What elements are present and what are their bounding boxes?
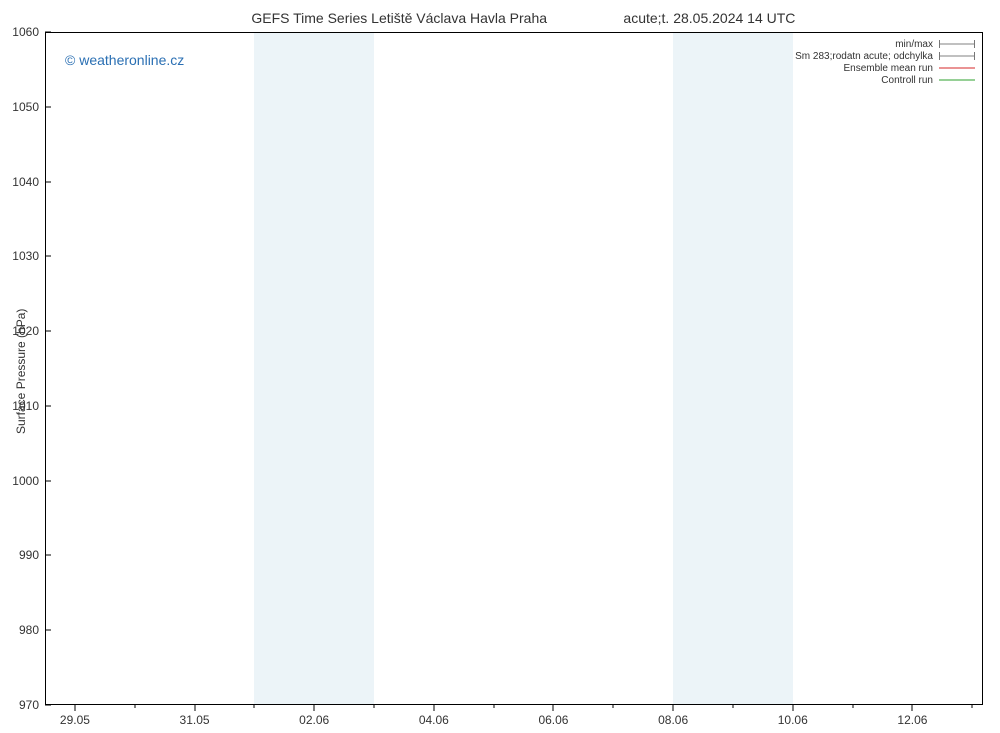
legend-swatch bbox=[939, 50, 975, 62]
y-tick-label: 1010 bbox=[9, 399, 39, 413]
x-tick-mark-minor bbox=[972, 705, 973, 708]
x-tick-mark-minor bbox=[493, 705, 494, 708]
legend-label: min/max bbox=[895, 39, 933, 50]
y-tick-mark bbox=[45, 181, 51, 182]
watermark: © weatheronline.cz bbox=[65, 52, 184, 68]
x-tick-mark bbox=[792, 705, 793, 711]
y-tick-label: 1060 bbox=[9, 25, 39, 39]
x-tick-label: 31.05 bbox=[180, 713, 210, 727]
weekend-band bbox=[254, 32, 374, 705]
y-tick-mark bbox=[45, 405, 51, 406]
y-tick-label: 1030 bbox=[9, 249, 39, 263]
legend-item: Controll run bbox=[795, 74, 975, 86]
x-tick-label: 08.06 bbox=[658, 713, 688, 727]
x-tick-mark-minor bbox=[134, 705, 135, 708]
x-tick-label: 06.06 bbox=[538, 713, 568, 727]
legend-swatch bbox=[939, 38, 975, 50]
y-tick-label: 990 bbox=[9, 548, 39, 562]
legend-swatch bbox=[939, 62, 975, 74]
y-tick-label: 1050 bbox=[9, 100, 39, 114]
legend-swatch bbox=[939, 74, 975, 86]
x-tick-label: 02.06 bbox=[299, 713, 329, 727]
x-tick-mark bbox=[433, 705, 434, 711]
x-tick-label: 04.06 bbox=[419, 713, 449, 727]
y-tick-mark bbox=[45, 555, 51, 556]
x-tick-mark-minor bbox=[732, 705, 733, 708]
y-tick-mark bbox=[45, 331, 51, 332]
y-tick-label: 1040 bbox=[9, 175, 39, 189]
y-tick-label: 980 bbox=[9, 623, 39, 637]
y-tick-label: 1020 bbox=[9, 324, 39, 338]
legend-label: Sm 283;rodatn acute; odchylka bbox=[795, 51, 933, 62]
y-tick-mark bbox=[45, 32, 51, 33]
legend-item: Ensemble mean run bbox=[795, 62, 975, 74]
x-tick-mark-minor bbox=[374, 705, 375, 708]
plot-border bbox=[45, 32, 983, 705]
x-tick-mark bbox=[673, 705, 674, 711]
y-tick-label: 970 bbox=[9, 698, 39, 712]
x-tick-label: 10.06 bbox=[778, 713, 808, 727]
x-tick-mark bbox=[553, 705, 554, 711]
x-tick-label: 29.05 bbox=[60, 713, 90, 727]
x-tick-mark bbox=[74, 705, 75, 711]
legend-item: Sm 283;rodatn acute; odchylka bbox=[795, 50, 975, 62]
x-tick-mark bbox=[314, 705, 315, 711]
y-tick-mark bbox=[45, 106, 51, 107]
x-tick-mark bbox=[912, 705, 913, 711]
chart-title-right: acute;t. 28.05.2024 14 UTC bbox=[623, 10, 795, 26]
weekend-band bbox=[673, 32, 793, 705]
chart-title-left: GEFS Time Series Letiště Václava Havla P… bbox=[251, 10, 547, 26]
plot-area: © weatheronline.cz min/maxSm 283;rodatn … bbox=[45, 32, 983, 705]
x-tick-mark-minor bbox=[852, 705, 853, 708]
y-tick-label: 1000 bbox=[9, 474, 39, 488]
y-tick-mark bbox=[45, 630, 51, 631]
legend: min/maxSm 283;rodatn acute; odchylkaEnse… bbox=[795, 38, 975, 86]
legend-item: min/max bbox=[795, 38, 975, 50]
y-tick-mark bbox=[45, 256, 51, 257]
x-tick-mark-minor bbox=[613, 705, 614, 708]
x-tick-label: 12.06 bbox=[897, 713, 927, 727]
y-tick-mark bbox=[45, 480, 51, 481]
legend-label: Ensemble mean run bbox=[844, 63, 934, 74]
legend-label: Controll run bbox=[881, 75, 933, 86]
x-tick-mark bbox=[194, 705, 195, 711]
x-tick-mark-minor bbox=[254, 705, 255, 708]
y-tick-mark bbox=[45, 705, 51, 706]
